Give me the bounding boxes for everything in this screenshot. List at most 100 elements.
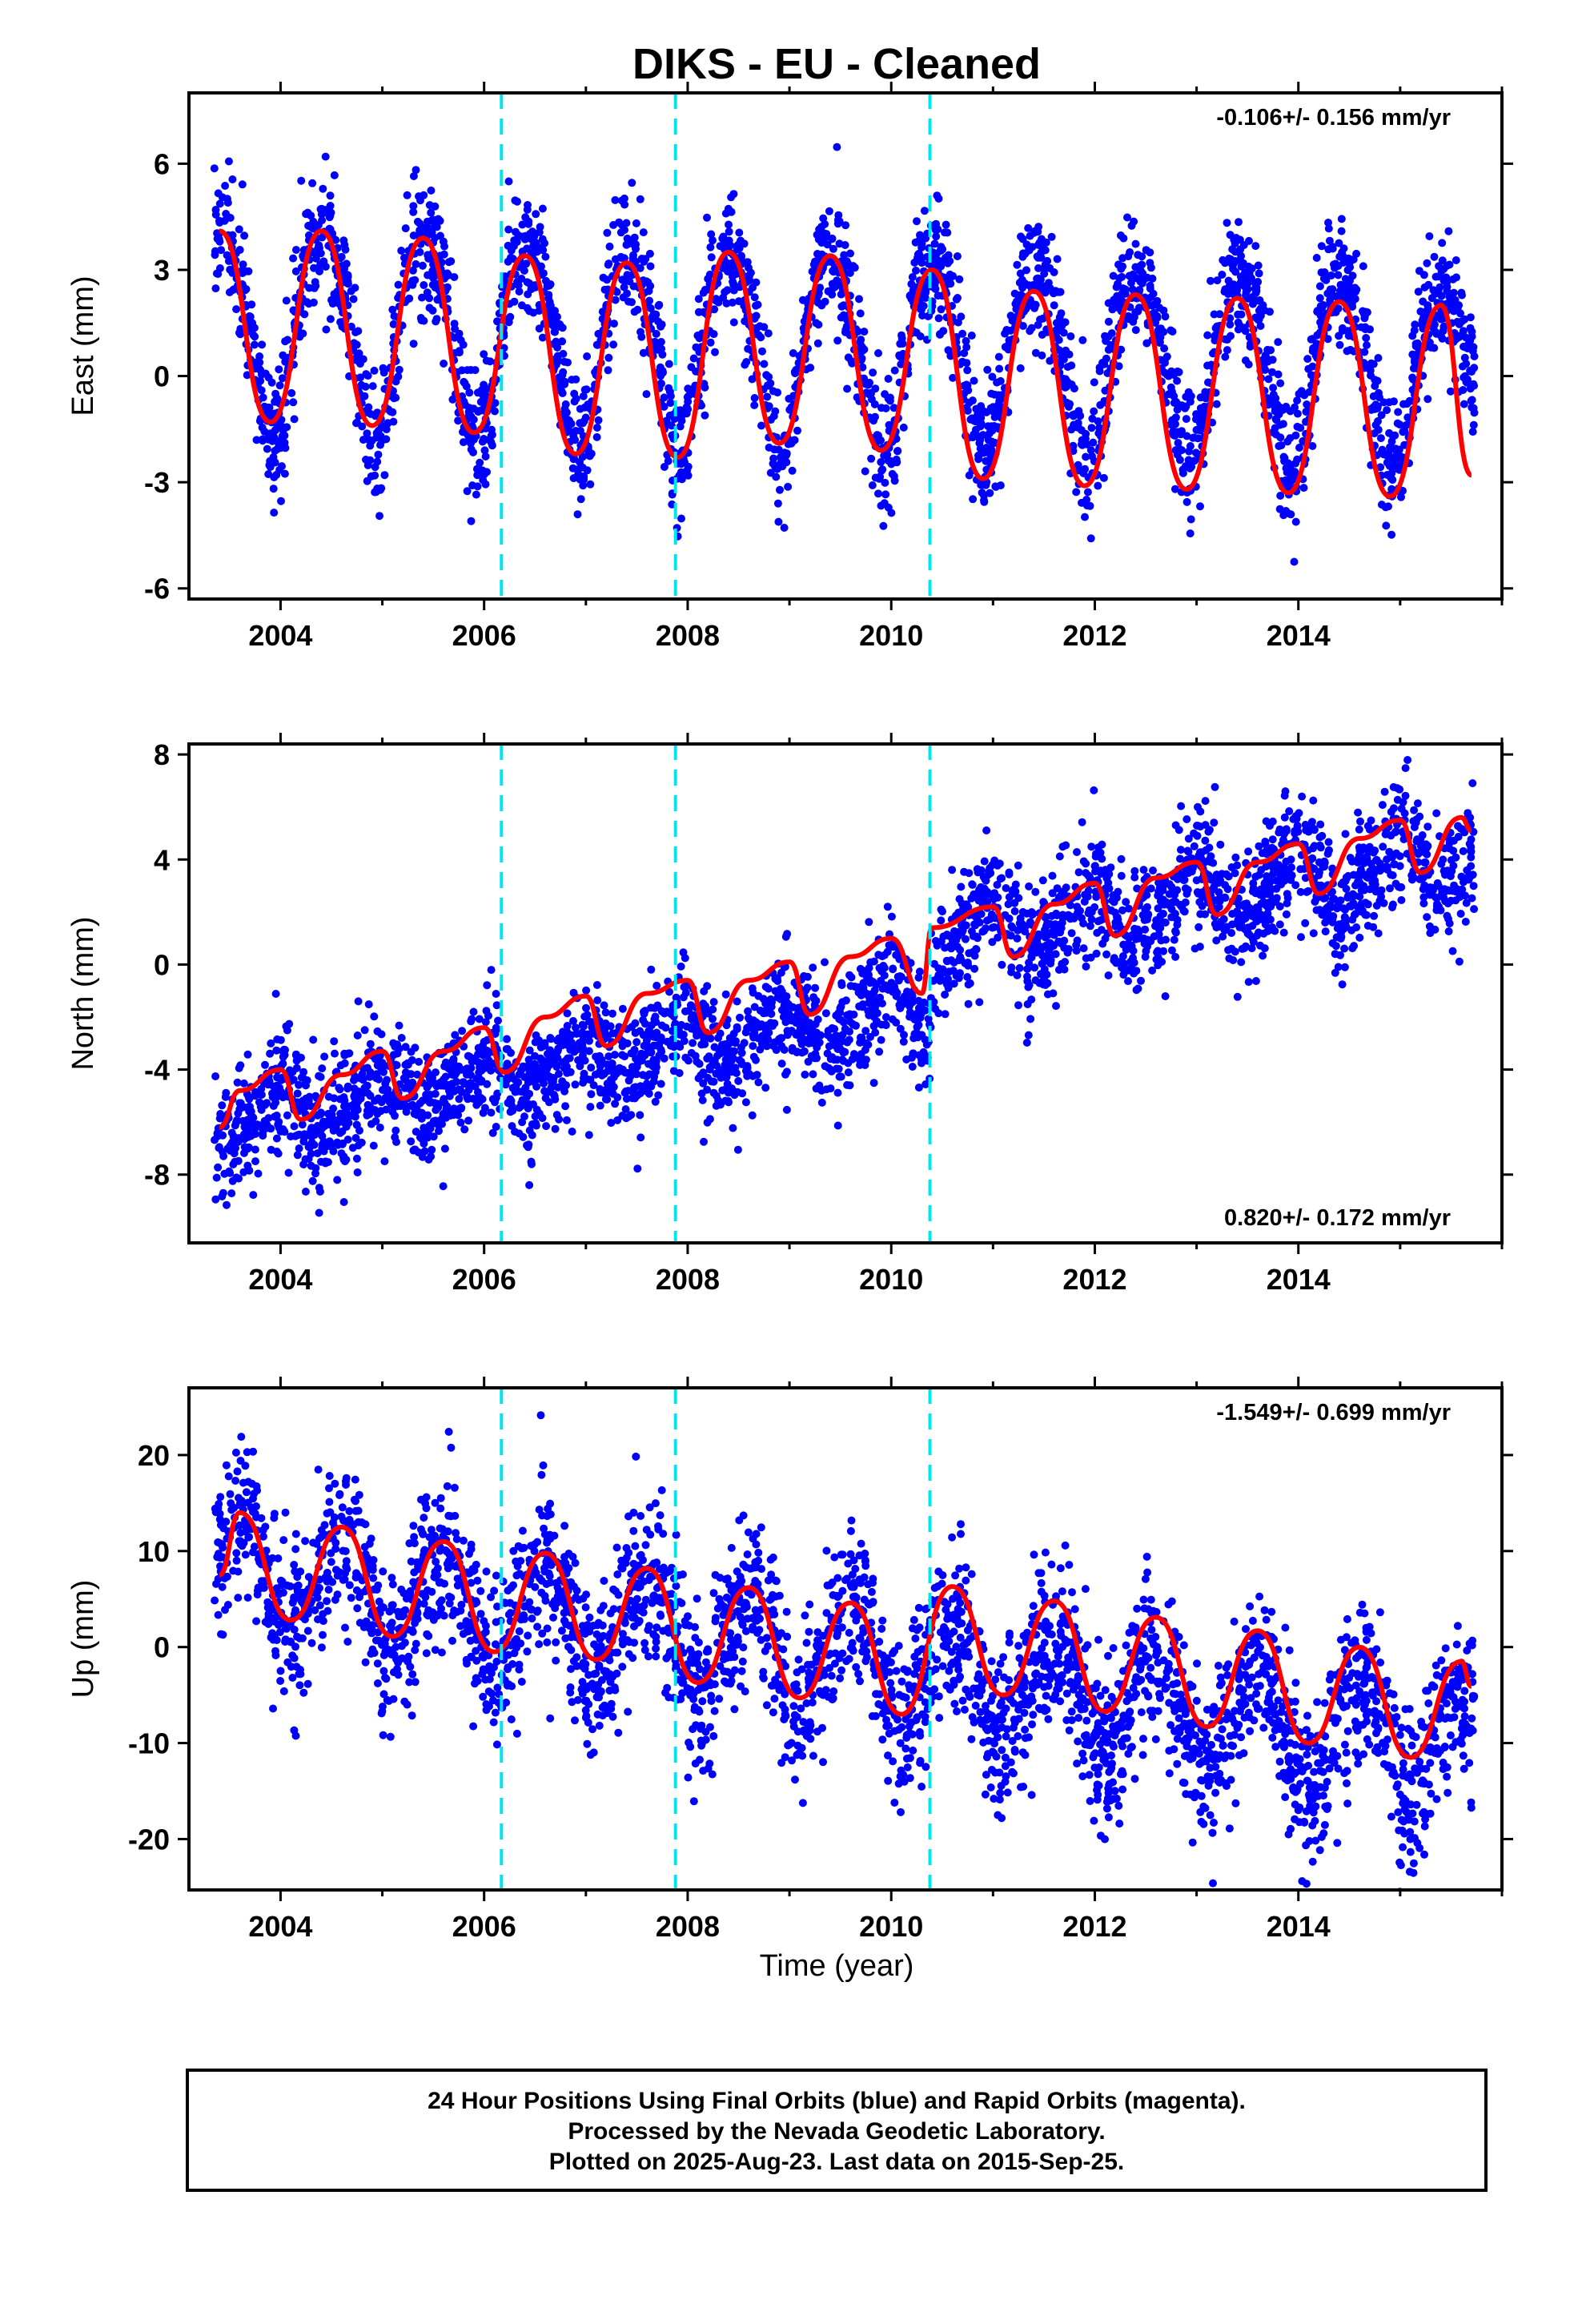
data-point bbox=[375, 512, 383, 521]
data-point bbox=[1296, 424, 1305, 432]
data-point bbox=[1221, 352, 1230, 361]
data-point bbox=[963, 366, 972, 375]
data-point bbox=[524, 201, 532, 209]
data-point bbox=[1131, 239, 1140, 248]
data-point bbox=[774, 517, 783, 526]
data-point bbox=[1333, 904, 1341, 913]
data-point bbox=[1050, 301, 1058, 310]
data-point bbox=[1317, 242, 1326, 251]
data-point bbox=[610, 320, 618, 328]
data-point bbox=[418, 293, 426, 302]
data-point bbox=[1395, 452, 1404, 460]
data-point bbox=[1454, 832, 1463, 841]
data-point bbox=[656, 1080, 665, 1088]
data-point bbox=[318, 216, 327, 225]
data-point bbox=[858, 363, 867, 372]
data-point bbox=[1309, 796, 1318, 805]
data-point bbox=[311, 254, 320, 263]
data-point bbox=[468, 481, 477, 490]
y-tick-label: -6 bbox=[144, 573, 170, 605]
data-point bbox=[486, 357, 495, 366]
data-point bbox=[835, 217, 844, 226]
data-point bbox=[1274, 370, 1283, 379]
data-point bbox=[976, 436, 985, 444]
data-point bbox=[1359, 262, 1367, 271]
data-point bbox=[785, 394, 793, 403]
data-point bbox=[982, 480, 990, 489]
data-point bbox=[1342, 289, 1350, 298]
data-point bbox=[573, 510, 582, 519]
data-point bbox=[1401, 764, 1410, 773]
data-point bbox=[504, 225, 513, 234]
data-point bbox=[1192, 410, 1201, 419]
data-point bbox=[640, 257, 648, 266]
data-point bbox=[215, 199, 224, 208]
data-point bbox=[1361, 308, 1370, 316]
data-point bbox=[427, 208, 436, 217]
data-point bbox=[871, 473, 880, 482]
data-point bbox=[1190, 433, 1199, 442]
data-point bbox=[624, 272, 632, 281]
data-point bbox=[467, 517, 476, 525]
data-point bbox=[1297, 933, 1305, 942]
data-point bbox=[659, 368, 667, 377]
data-point bbox=[1024, 1031, 1033, 1039]
data-point bbox=[1171, 420, 1179, 428]
data-point bbox=[321, 152, 330, 161]
data-point bbox=[679, 993, 688, 1002]
data-point bbox=[914, 973, 923, 982]
data-point bbox=[788, 466, 797, 475]
data-point bbox=[707, 230, 716, 239]
data-point bbox=[839, 301, 848, 310]
data-point bbox=[224, 257, 233, 265]
data-point bbox=[1055, 852, 1064, 861]
data-point bbox=[269, 485, 278, 493]
data-point bbox=[601, 1008, 610, 1017]
data-point bbox=[376, 485, 385, 494]
data-point bbox=[326, 315, 335, 324]
data-point bbox=[1118, 963, 1126, 972]
data-point bbox=[1231, 267, 1240, 276]
data-point bbox=[1468, 396, 1476, 404]
velocity-label: -0.106+/- 0.156 mm/yr bbox=[1216, 105, 1451, 131]
data-point bbox=[934, 195, 943, 203]
data-point bbox=[982, 826, 991, 834]
data-point bbox=[400, 253, 408, 262]
data-point bbox=[934, 1009, 943, 1018]
data-point bbox=[729, 1124, 737, 1132]
data-point bbox=[1266, 308, 1274, 316]
data-point bbox=[1453, 317, 1462, 326]
data-point bbox=[1139, 866, 1148, 875]
data-point bbox=[1432, 809, 1441, 818]
data-point bbox=[211, 1072, 220, 1080]
data-point bbox=[604, 366, 612, 375]
data-point bbox=[1117, 854, 1126, 863]
data-point bbox=[628, 179, 636, 187]
data-point bbox=[1371, 856, 1380, 865]
data-point bbox=[825, 207, 833, 215]
x-tick-label: 2010 bbox=[859, 619, 923, 652]
data-point bbox=[239, 1079, 248, 1088]
data-point bbox=[464, 436, 473, 445]
data-point bbox=[569, 474, 578, 483]
data-point bbox=[1252, 283, 1261, 292]
data-point bbox=[1374, 425, 1383, 434]
data-point bbox=[1390, 860, 1399, 869]
data-point bbox=[1204, 827, 1213, 836]
data-point bbox=[1126, 279, 1135, 287]
data-point bbox=[636, 263, 644, 272]
data-point bbox=[1291, 459, 1300, 468]
data-point bbox=[1434, 286, 1443, 295]
data-point bbox=[1146, 259, 1154, 267]
data-point bbox=[932, 232, 941, 241]
data-point bbox=[409, 172, 418, 180]
data-point bbox=[236, 1061, 245, 1070]
data-point bbox=[867, 454, 876, 463]
data-point bbox=[1402, 420, 1411, 429]
data-point bbox=[1159, 306, 1168, 315]
data-point bbox=[1175, 456, 1184, 464]
data-point bbox=[1051, 326, 1060, 335]
data-point bbox=[910, 258, 919, 267]
data-point bbox=[1348, 271, 1357, 280]
data-point bbox=[1295, 389, 1303, 398]
